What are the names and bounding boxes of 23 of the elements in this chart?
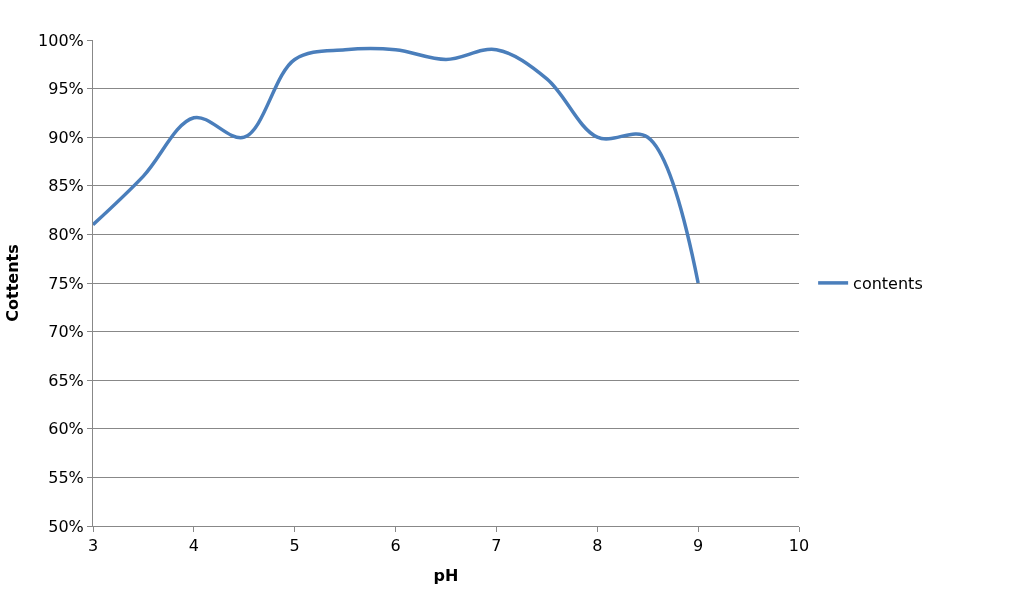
x-axis-title: pH <box>433 565 459 585</box>
y-tick-label: 55% <box>48 468 84 487</box>
y-tick-label: 95% <box>48 79 84 99</box>
y-tick-label: 70% <box>48 322 84 342</box>
x-tick-label: 8 <box>592 536 603 556</box>
line-series <box>93 46 700 285</box>
y-tick-label: 80% <box>48 225 84 244</box>
y-tick-label: 90% <box>48 127 84 147</box>
y-tick-label: 50% <box>48 516 84 536</box>
x-tick-label: 4 <box>188 536 199 556</box>
y-tick-label: 75% <box>48 273 84 293</box>
y-tick-label: 65% <box>48 370 84 390</box>
x-tick-label: 9 <box>693 536 704 556</box>
x-tick-label: 6 <box>390 536 401 556</box>
x-tick-label: 10 <box>788 536 810 556</box>
y-axis-title: Cottents <box>2 244 22 322</box>
x-tick-label: 3 <box>87 536 99 556</box>
legend-label: contents <box>853 274 923 294</box>
y-tick-label: 85% <box>48 176 84 196</box>
y-tick-label: 100% <box>38 30 84 50</box>
y-tick-label: 60% <box>48 419 84 439</box>
x-tick-label: 5 <box>289 536 300 556</box>
x-tick-label: 7 <box>491 536 502 556</box>
